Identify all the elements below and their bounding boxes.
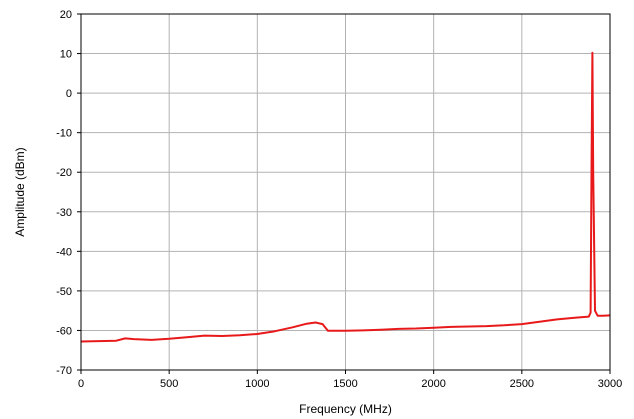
y-tick-label: -70 [56,365,72,377]
x-tick-label: 1500 [333,378,357,390]
x-axis-title: Frequency (MHz) [299,402,392,416]
x-tick-labels: 0 500 1000 1500 2000 2500 3000 [78,378,622,390]
x-tick-label: 0 [78,378,84,390]
y-tick-label: -10 [56,128,72,140]
y-tick-label: 10 [60,49,72,61]
series-line [80,51,611,343]
x-tick-label: 500 [160,378,178,390]
x-tick-label: 2000 [421,378,445,390]
x-tick-label: 3000 [598,378,622,390]
x-tick-label: 2500 [510,378,534,390]
ticks [77,13,611,374]
grid [81,14,610,370]
x-tick-label: 1000 [245,378,269,390]
y-tick-labels: -70 -60 -50 -40 -30 -20 -10 0 10 20 [56,9,72,377]
y-tick-label: -60 [56,325,72,337]
y-axis-title: Amplitude (dBm) [13,147,27,236]
y-tick-label: 0 [66,88,72,100]
y-tick-label: -50 [56,286,72,298]
y-tick-label: -40 [56,246,72,258]
series-layer [80,51,611,343]
y-tick-label: 20 [60,9,72,21]
y-tick-label: -30 [56,207,72,219]
y-tick-label: -20 [56,167,72,179]
